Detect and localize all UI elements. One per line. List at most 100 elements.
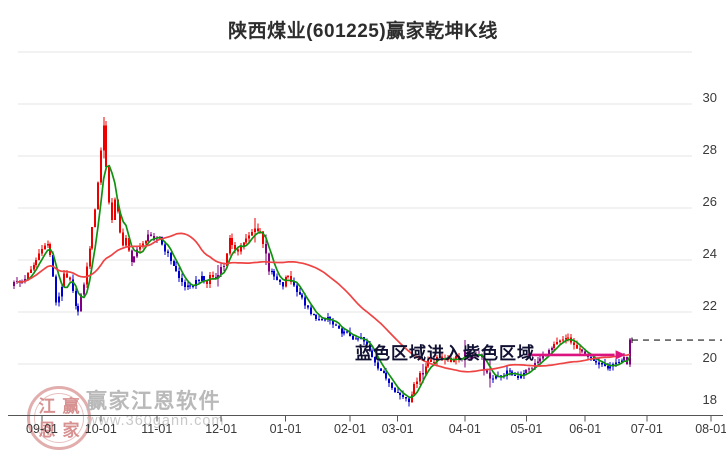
candle: [150, 234, 152, 236]
candle: [75, 291, 77, 307]
candle: [416, 381, 418, 385]
candle: [537, 361, 539, 363]
y-axis-label: 30: [703, 90, 717, 105]
x-axis-label: 02-01: [334, 422, 366, 436]
candle: [192, 286, 194, 288]
candle: [439, 356, 441, 358]
candle: [467, 351, 469, 358]
candle: [346, 331, 348, 333]
candle: [251, 232, 253, 236]
x-axis-label: 06-01: [569, 422, 601, 436]
candle: [318, 318, 320, 320]
x-axis-label: 04-01: [449, 422, 481, 436]
candle: [590, 357, 592, 359]
candle: [167, 251, 169, 254]
candle: [173, 260, 175, 266]
candle: [411, 394, 413, 403]
candle: [313, 313, 315, 315]
candle: [217, 275, 219, 279]
candle: [430, 359, 432, 362]
candle: [178, 271, 180, 278]
candle: [215, 277, 217, 279]
candle: [486, 370, 488, 373]
candle: [621, 360, 623, 362]
y-axis-label: 24: [703, 246, 717, 261]
candle: [551, 347, 553, 350]
candle: [248, 235, 250, 239]
candle: [556, 341, 558, 344]
candle: [47, 243, 49, 246]
candle: [187, 285, 189, 287]
candle: [623, 356, 625, 361]
candle: [595, 360, 597, 363]
candle: [69, 277, 71, 280]
candle: [489, 372, 491, 379]
candle: [184, 282, 186, 287]
ma-line-short: [16, 164, 631, 399]
candle: [265, 244, 267, 254]
candle: [539, 358, 541, 362]
candle: [89, 248, 91, 267]
candle: [609, 366, 611, 369]
candle: [145, 240, 147, 244]
candle: [458, 356, 460, 360]
candle: [548, 349, 550, 356]
candle: [86, 266, 88, 285]
candle: [338, 325, 340, 329]
candle: [579, 348, 581, 350]
candle: [35, 259, 37, 266]
candle: [195, 279, 197, 287]
candle: [436, 357, 438, 362]
candle: [83, 284, 85, 295]
candle: [324, 319, 326, 321]
candle: [245, 238, 247, 243]
candle: [598, 362, 600, 365]
candle: [310, 307, 312, 314]
y-axis-label: 20: [703, 350, 717, 365]
candle: [161, 237, 163, 245]
candle: [357, 338, 359, 340]
candle: [24, 279, 26, 281]
candle: [226, 253, 228, 266]
chart-title: 陕西煤业(601225)赢家乾坤K线: [228, 21, 498, 42]
candle: [419, 372, 421, 382]
candle: [607, 365, 609, 369]
candle: [573, 342, 575, 346]
candle: [206, 280, 208, 284]
candle: [388, 378, 390, 384]
candle: [293, 281, 295, 286]
candle: [41, 248, 43, 254]
candle: [279, 280, 281, 282]
candle: [175, 265, 177, 272]
candle: [80, 294, 82, 312]
candle: [91, 227, 93, 249]
candle: [315, 314, 317, 319]
candle: [94, 209, 96, 228]
candle: [55, 276, 57, 303]
grid-layer: [18, 51, 692, 365]
candle: [604, 362, 606, 366]
candle: [391, 383, 393, 389]
candle: [212, 275, 214, 278]
candle: [201, 276, 203, 282]
candle: [181, 277, 183, 283]
candle: [142, 243, 144, 246]
candle: [402, 395, 404, 398]
candle: [63, 273, 65, 288]
candle: [287, 275, 289, 277]
candle: [517, 375, 519, 379]
candle: [528, 368, 530, 370]
candle: [38, 253, 40, 260]
candle: [553, 343, 555, 348]
candle: [562, 339, 564, 341]
candle: [394, 388, 396, 393]
candle: [531, 367, 533, 369]
y-axis-label: 22: [703, 298, 717, 313]
candle: [455, 356, 457, 361]
candle: [377, 362, 379, 369]
candle: [119, 211, 121, 233]
candle: [581, 349, 583, 352]
candle: [66, 273, 68, 278]
